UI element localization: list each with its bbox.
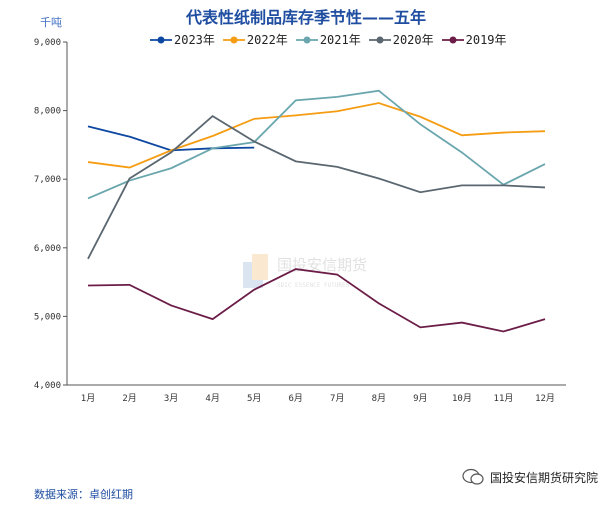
x-tick-label: 9月 <box>413 393 427 404</box>
legend-marker-icon <box>441 36 464 43</box>
brand: 国投安信期货研究院 <box>462 468 598 486</box>
x-tick-label: 5月 <box>247 393 261 404</box>
series-line-2021年 <box>87 89 546 200</box>
y-tick-label: 4,000 <box>34 381 61 391</box>
legend-item: 2019年 <box>441 31 507 48</box>
x-tick-label: 7月 <box>330 393 344 404</box>
legend-item: 2020年 <box>368 31 434 48</box>
x-tick-label: 1月 <box>81 393 95 404</box>
legend-label: 2019年 <box>465 33 507 47</box>
x-tick-label: 11月 <box>494 393 514 404</box>
y-tick-label: 6,000 <box>34 244 61 254</box>
legend-item: 2023年 <box>150 31 215 48</box>
legend-marker-icon <box>150 36 172 43</box>
y-axis-unit: 千吨 <box>40 16 62 29</box>
x-tick-label: 6月 <box>289 393 303 404</box>
series-line-2022年 <box>87 102 546 169</box>
x-tick-label: 12月 <box>535 393 555 404</box>
x-tick-label: 2月 <box>122 393 136 404</box>
legend-label: 2022年 <box>246 33 288 47</box>
legend-label: 2021年 <box>319 33 361 47</box>
watermark-subtext: SDIC ESSENCE FUTURES <box>277 282 350 289</box>
x-tick-label: 8月 <box>372 393 386 404</box>
legend-marker-icon <box>368 36 391 43</box>
series-line-2020年 <box>87 114 546 260</box>
series-line-2019年 <box>87 268 546 333</box>
wechat-icon <box>462 468 484 485</box>
chart-title: 代表性纸制品库存季节性——五年 <box>185 8 426 27</box>
y-tick-label: 5,000 <box>34 312 61 322</box>
x-tick-label: 4月 <box>205 393 219 404</box>
line-chart: 国投安信期货 SDIC ESSENCE FUTURES 4,000 5,000 6,… <box>34 38 566 404</box>
legend-label: 2023年 <box>174 33 215 47</box>
legend-label: 2020年 <box>392 33 434 47</box>
y-tick-label: 9,000 <box>34 38 61 48</box>
legend-item: 2021年 <box>295 31 361 48</box>
x-tick-label: 3月 <box>164 393 178 404</box>
legend-item: 2022年 <box>222 31 288 48</box>
x-tick-label: 10月 <box>452 393 472 404</box>
data-source: 数据来源：卓创红期 <box>34 488 133 501</box>
legend: 2023年 2022年 2021年 2020年 2019年 <box>150 31 507 48</box>
legend-marker-icon <box>295 36 318 43</box>
y-tick-label: 7,000 <box>34 175 61 185</box>
brand-name: 国投安信期货研究院 <box>489 470 598 485</box>
legend-marker-icon <box>222 36 245 43</box>
y-tick-label: 8,000 <box>34 107 61 117</box>
watermark: 国投安信期货 SDIC ESSENCE FUTURES <box>243 254 367 289</box>
